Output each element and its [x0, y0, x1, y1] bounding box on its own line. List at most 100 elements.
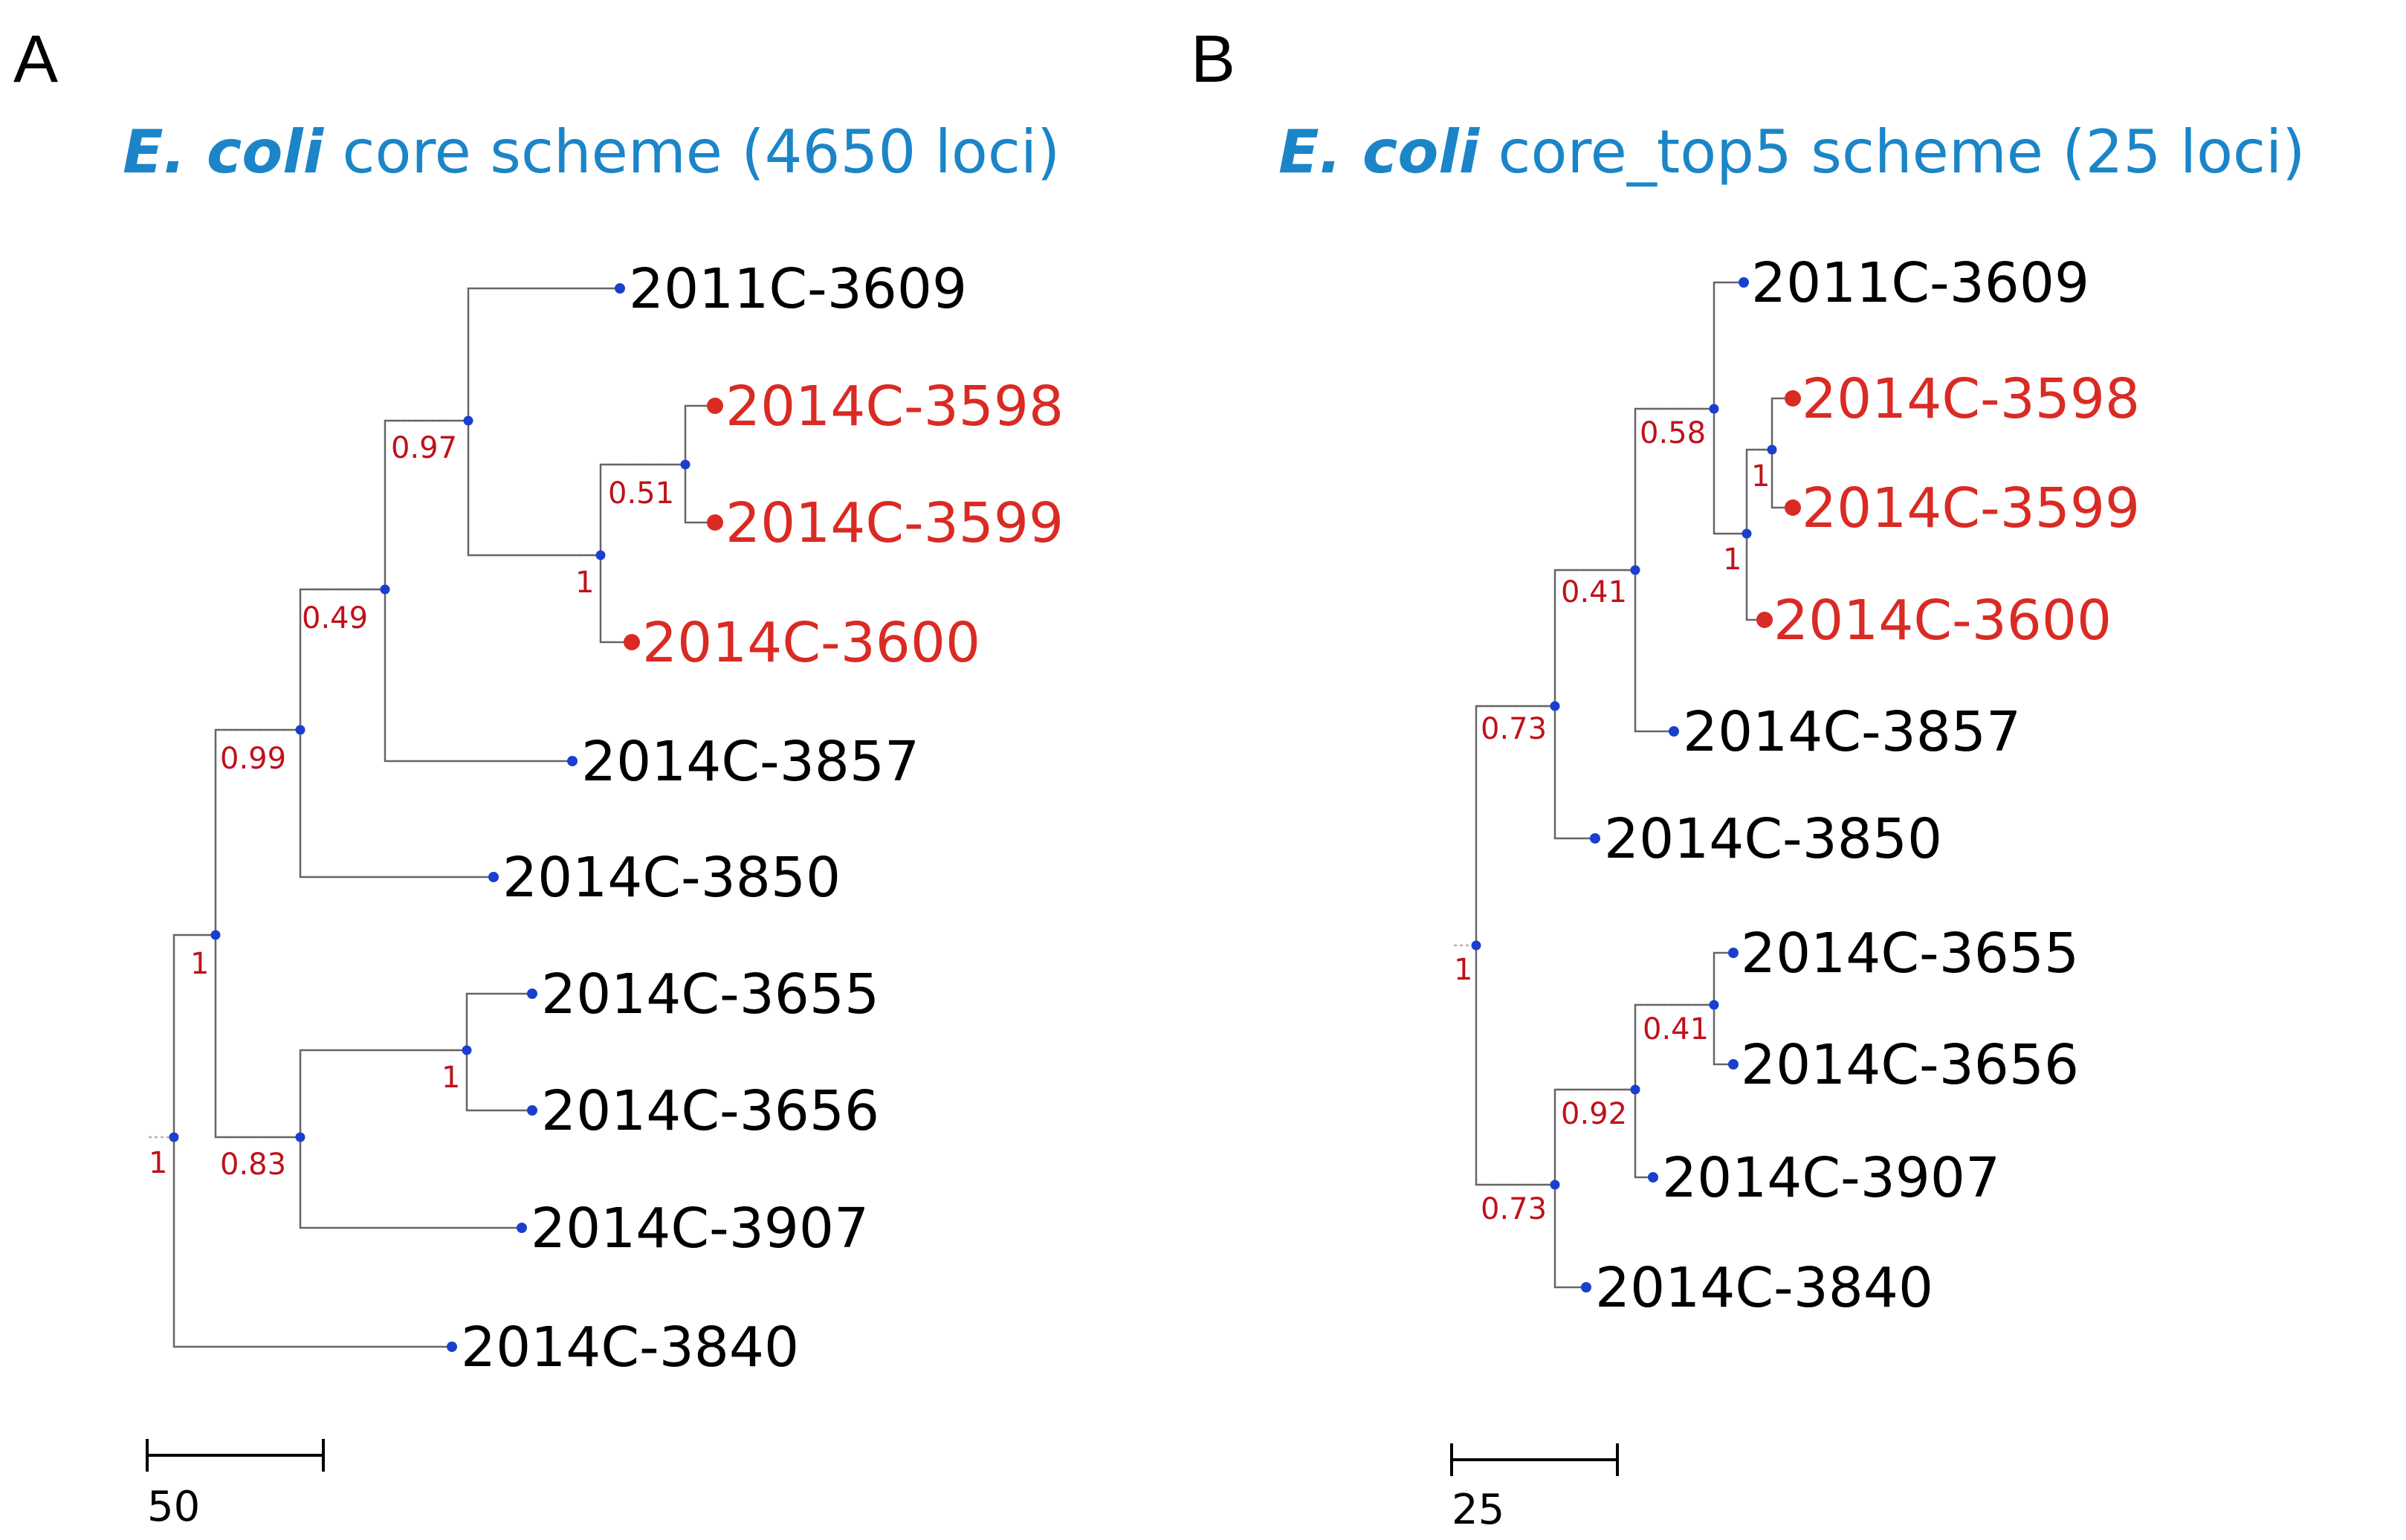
internal-node	[1630, 565, 1640, 575]
tip-label: 2014C-3656	[541, 1079, 879, 1143]
support-value: 0.73	[1481, 712, 1547, 746]
tip-dot	[1739, 277, 1749, 288]
internal-node	[1742, 528, 1752, 539]
tip-label: 2014C-3907	[531, 1197, 869, 1261]
scale-bar-line	[1450, 1443, 1619, 1476]
scale-bar-line	[146, 1439, 325, 1472]
panel-b-title-species: E. coli	[1278, 117, 1481, 187]
branch	[467, 421, 601, 557]
tip-dot	[1785, 390, 1801, 407]
tip-label: 2014C-3600	[1773, 589, 2112, 653]
tip-label: 2014C-3599	[1802, 476, 2140, 540]
panel-a-title-rest: core scheme (4650 loci)	[323, 117, 1060, 187]
tip-label: 2011C-3609	[1751, 251, 2089, 315]
branch	[299, 588, 385, 730]
internal-node	[462, 1045, 472, 1055]
scale-bar-label: 25	[1452, 1486, 1504, 1534]
branch	[384, 419, 468, 589]
branch	[1634, 1090, 1653, 1179]
panel-b: B E. coli core_top5 scheme (25 loci)	[1191, 22, 2305, 1534]
tip-dot	[517, 1223, 527, 1233]
branch	[1475, 945, 1555, 1186]
tip-label: 2014C-3857	[581, 730, 919, 794]
tip-label: 2014C-3598	[1802, 367, 2140, 431]
panel-a-supports: 1 1 0.99 0.49 0.97 1 0.51 0.83 1	[149, 431, 674, 1182]
support-value: 0.97	[391, 431, 457, 465]
support-value: 1	[149, 1146, 167, 1180]
branch	[299, 730, 494, 879]
tip-label: 2014C-3907	[1662, 1146, 2000, 1210]
internal-node	[1709, 404, 1719, 414]
tip-label: 2014C-3850	[502, 846, 841, 910]
panel-a-title: E. coli core scheme (4650 loci)	[123, 117, 1060, 187]
tip-label: 2014C-3840	[1595, 1256, 1933, 1320]
tip-label: 2014C-3655	[1741, 922, 2079, 986]
branch	[1634, 570, 1674, 733]
branch	[465, 992, 532, 1050]
branch	[684, 404, 715, 465]
support-value: 1	[1454, 953, 1472, 987]
tip-dot	[1590, 833, 1600, 844]
tip-dot	[527, 989, 537, 999]
tip-dot	[707, 514, 723, 531]
panel-b-nodes	[1471, 404, 1777, 1190]
panel-a-title-species: E. coli	[123, 117, 325, 187]
internal-node	[1550, 701, 1560, 711]
support-value: 1	[190, 947, 209, 981]
support-value: 0.83	[220, 1148, 286, 1182]
tip-label: 2014C-3655	[541, 962, 879, 1026]
tip-dot	[1648, 1172, 1658, 1182]
tip-label: 2014C-3840	[461, 1316, 799, 1379]
tip-dot	[567, 756, 578, 766]
support-value: 0.99	[220, 742, 286, 776]
branch	[1553, 706, 1595, 840]
panel-a-tips: 2011C-3609 2014C-3598 2014C-3599 2014C-3…	[447, 257, 1064, 1379]
branch	[684, 465, 715, 524]
branch	[599, 555, 632, 644]
tip-label: 2014C-3857	[1683, 700, 2021, 764]
branch	[467, 287, 620, 421]
internal-node	[380, 584, 390, 595]
panel-b-title: E. coli core_top5 scheme (25 loci)	[1278, 117, 2305, 187]
panel-a-scale-bar: 50	[146, 1439, 325, 1531]
panel-b-scale-bar: 25	[1450, 1443, 1619, 1534]
tip-label: 2014C-3850	[1604, 807, 1942, 871]
support-value: 0.92	[1561, 1097, 1627, 1131]
tip-dot	[447, 1342, 457, 1352]
tip-label: 2014C-3656	[1741, 1033, 2079, 1097]
internal-node	[295, 725, 305, 735]
branch	[299, 1049, 467, 1137]
internal-node	[1709, 1000, 1719, 1010]
branch	[1770, 397, 1793, 450]
tip-dot	[1728, 1059, 1739, 1070]
tip-label: 2014C-3599	[725, 491, 1064, 555]
tip-dot	[1581, 1282, 1591, 1292]
branch	[1553, 1185, 1586, 1289]
scale-bar-label: 50	[147, 1483, 200, 1531]
branch	[1713, 409, 1747, 535]
branch	[1553, 1088, 1635, 1185]
internal-node	[595, 550, 606, 560]
panel-b-support-markers	[1454, 407, 1772, 1186]
internal-node	[1550, 1180, 1560, 1190]
internal-node	[1471, 940, 1481, 951]
branch	[172, 1137, 452, 1348]
internal-node	[210, 930, 221, 940]
panel-b-supports: 1 0.73 0.41 0.58 1 1 0.73 0.92 0.41	[1454, 416, 1770, 1226]
internal-node	[1767, 444, 1777, 455]
panel-a-nodes	[169, 415, 691, 1142]
branch	[214, 935, 300, 1139]
branch	[384, 589, 572, 763]
branch	[1713, 951, 1733, 1005]
tip-dot	[1728, 948, 1739, 958]
branch	[1770, 450, 1793, 509]
panel-b-tips: 2011C-3609 2014C-3598 2014C-3599 2014C-3…	[1581, 251, 2140, 1320]
support-value: 0.41	[1643, 1012, 1709, 1046]
support-value: 0.58	[1640, 416, 1706, 450]
branch	[1553, 569, 1635, 706]
tip-dot	[527, 1105, 537, 1116]
panel-b-branches	[1475, 281, 1793, 1289]
support-value: 1	[442, 1061, 460, 1095]
branch	[172, 934, 216, 1137]
tip-label: 2014C-3600	[642, 611, 980, 675]
